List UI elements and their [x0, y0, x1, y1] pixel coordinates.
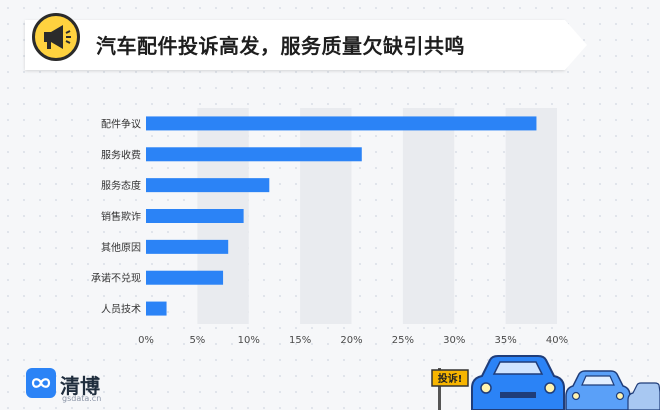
- bar: [146, 209, 244, 223]
- bar: [146, 239, 229, 254]
- page-title: 汽车配件投诉高发，服务质量欠缺引共鸣: [96, 34, 465, 58]
- bar: [146, 116, 537, 131]
- x-tick-label: 25%: [392, 335, 414, 346]
- x-tick-label: 5%: [189, 335, 205, 346]
- title-banner: [25, 20, 587, 70]
- grid-band: [505, 108, 557, 324]
- category-label: 人员技术: [101, 303, 141, 316]
- category-label: 服务收费: [101, 148, 141, 161]
- infinity-logo-icon: [26, 368, 56, 402]
- bar: [146, 178, 270, 193]
- car-small-icon: [627, 382, 660, 410]
- category-label: 销售欺诈: [101, 210, 141, 223]
- grid-band: [300, 108, 352, 324]
- grid-band: [402, 108, 455, 324]
- brand-name: 清博: [60, 374, 100, 398]
- bar: [146, 301, 167, 316]
- category-label: 承诺不兑现: [91, 272, 141, 285]
- brand-domain: gsdata.cn: [62, 394, 102, 403]
- megaphone-icon: [32, 13, 80, 61]
- x-tick-label: 35%: [495, 335, 517, 346]
- x-tick-label: 10%: [238, 335, 260, 346]
- complaint-sign-text: 投诉!: [438, 372, 463, 385]
- category-label: 服务态度: [101, 179, 141, 192]
- x-tick-label: 15%: [289, 335, 311, 346]
- bar: [146, 147, 362, 162]
- bar: [146, 270, 224, 285]
- cars-illustration: 投诉!: [431, 355, 660, 410]
- category-label: 配件争议: [101, 117, 141, 130]
- complaint-sign: 投诉!: [431, 368, 469, 410]
- x-tick-label: 0%: [138, 335, 154, 346]
- car-medium-icon: [565, 370, 631, 410]
- x-tick-label: 20%: [340, 335, 362, 346]
- x-tick-label: 40%: [546, 335, 568, 346]
- car-large-icon: [471, 355, 565, 410]
- category-label: 其他原因: [101, 241, 141, 254]
- x-tick-label: 30%: [443, 335, 465, 346]
